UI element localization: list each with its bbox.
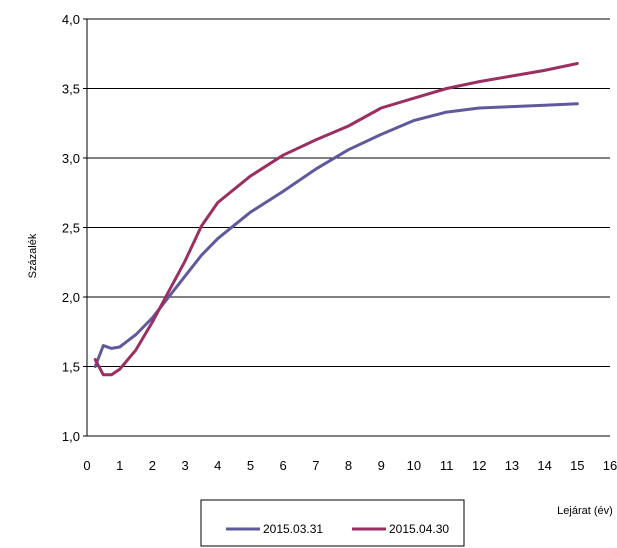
y-tick-label: 3,0 bbox=[62, 151, 80, 166]
legend-box bbox=[200, 499, 465, 547]
y-tick-label: 1,5 bbox=[62, 360, 80, 375]
y-tick-label: 1,0 bbox=[62, 429, 80, 444]
x-tick-label: 9 bbox=[378, 458, 385, 473]
axes bbox=[83, 18, 610, 437]
x-tick-label: 0 bbox=[83, 458, 90, 473]
series-line-1 bbox=[93, 102, 579, 368]
legend: 2015.03.31 2015.04.30 bbox=[200, 499, 465, 547]
x-tick-label: 8 bbox=[345, 458, 352, 473]
x-tick-label: 10 bbox=[407, 458, 421, 473]
x-tick-label: 15 bbox=[570, 458, 584, 473]
x-tick-label: 3 bbox=[181, 458, 188, 473]
x-tick-label: 4 bbox=[214, 458, 221, 473]
legend-label-series-1: 2015.03.31 bbox=[263, 522, 323, 536]
y-axis-title: Százalék bbox=[27, 233, 39, 278]
legend-label-series-2: 2015.04.30 bbox=[389, 522, 449, 536]
x-tick-label: 6 bbox=[280, 458, 287, 473]
x-tick-label: 11 bbox=[440, 458, 454, 473]
tick-labels: 1,01,52,02,53,03,54,00 1 2 3 4 5 6 7 8 9 10 11 12 13 1… bbox=[62, 12, 617, 473]
y-tick-label: 3,5 bbox=[62, 82, 80, 97]
x-tick-label: 5 bbox=[247, 458, 254, 473]
x-axis-title: Lejárat (év) bbox=[557, 505, 613, 517]
x-tick-label: 7 bbox=[312, 458, 319, 473]
x-tick-label: 1 bbox=[116, 458, 123, 473]
x-tick-label: 12 bbox=[472, 458, 486, 473]
x-tick-label: 2 bbox=[149, 458, 156, 473]
y-tick-label: 4,0 bbox=[62, 12, 80, 27]
y-tick-label: 2,5 bbox=[62, 221, 80, 236]
series-lines bbox=[93, 62, 579, 377]
x-tick-label: 16 bbox=[603, 458, 617, 473]
x-tick-label: 14 bbox=[537, 458, 551, 473]
gridlines bbox=[87, 18, 610, 367]
series-line-2 bbox=[93, 62, 579, 377]
x-tick-label: 13 bbox=[505, 458, 519, 473]
y-tick-label: 2,0 bbox=[62, 290, 80, 305]
